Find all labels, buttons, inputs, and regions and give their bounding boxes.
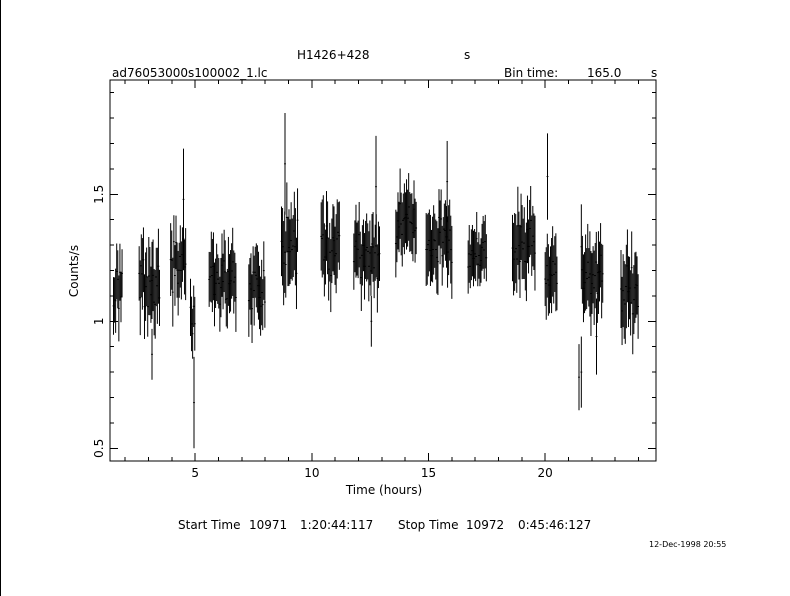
data-points [112, 113, 640, 449]
data-point [139, 260, 142, 336]
data-point [172, 215, 175, 269]
data-point [193, 356, 195, 449]
data-point [182, 148, 185, 251]
object-unit: s [464, 48, 471, 62]
data-point [580, 336, 583, 408]
data-point [378, 226, 381, 282]
data-point [142, 227, 145, 293]
start-time-label: Start Time [178, 518, 241, 532]
x-tick-label: 15 [421, 466, 436, 480]
object-title: H1426+428 [297, 48, 370, 62]
data-point [630, 231, 633, 304]
data-point [415, 201, 418, 255]
data-point [338, 201, 341, 270]
data-point [262, 241, 265, 300]
start-time: 1:20:44:117 [300, 518, 374, 532]
data-point [157, 228, 160, 304]
data-point [450, 225, 453, 299]
data-point [284, 113, 286, 215]
data-point [475, 211, 478, 266]
data-point [261, 279, 264, 331]
data-point [296, 188, 299, 252]
x-tick-label: 20 [538, 466, 553, 480]
data-point [446, 140, 449, 223]
bin-time-unit: s [651, 66, 658, 80]
data-point [595, 231, 598, 293]
stop-time-label: Stop Time [398, 518, 459, 532]
data-point [485, 234, 488, 282]
plot-frame [109, 79, 657, 462]
plot-timestamp: 12-Dec-1998 20:55 [649, 540, 727, 549]
data-point [534, 215, 536, 291]
data-point [284, 231, 287, 298]
y-tick-label: 1.5 [92, 185, 106, 204]
data-point [519, 224, 521, 298]
data-point [437, 228, 439, 296]
data-point [191, 308, 194, 359]
data-point [263, 276, 266, 328]
data-point [184, 228, 187, 301]
left-border [0, 0, 1, 596]
data-point [595, 298, 598, 375]
data-point [556, 256, 558, 311]
bin-time-label: Bin time: [504, 66, 559, 80]
data-point [546, 133, 549, 220]
data-point [151, 328, 153, 380]
data-point [158, 269, 161, 326]
start-day: 10971 [249, 518, 288, 532]
x-tick-label: 10 [304, 466, 319, 480]
stop-time: 0:45:46:127 [518, 518, 592, 532]
data-point [193, 296, 196, 351]
data-point [235, 262, 237, 332]
data-point [637, 274, 640, 339]
file-name: ad76053000s100002_1.lc [112, 66, 268, 80]
bin-time-value: 165.0 [587, 66, 622, 80]
data-point [370, 295, 373, 347]
stop-day: 10972 [466, 518, 505, 532]
data-point [117, 275, 120, 342]
axis-tick-labels: 5 10 15 20 0.5 1 1.5 [92, 185, 553, 480]
x-axis-label: Time (hours) [345, 483, 422, 497]
data-point [578, 344, 580, 411]
y-tick-label: 0.5 [92, 439, 106, 458]
data-point [175, 215, 177, 270]
y-tick-label: 1 [92, 317, 106, 325]
data-point [174, 245, 176, 306]
data-point [440, 189, 443, 249]
data-point [295, 237, 298, 310]
data-point [121, 249, 123, 298]
data-point [251, 274, 253, 343]
y-axis-label: Counts/s [67, 245, 81, 297]
data-point [224, 240, 227, 304]
data-point [114, 268, 117, 333]
x-tick-label: 5 [191, 466, 199, 480]
data-point [601, 244, 604, 303]
axis-ticks [110, 80, 656, 461]
data-point [171, 257, 174, 327]
data-point [375, 135, 377, 238]
